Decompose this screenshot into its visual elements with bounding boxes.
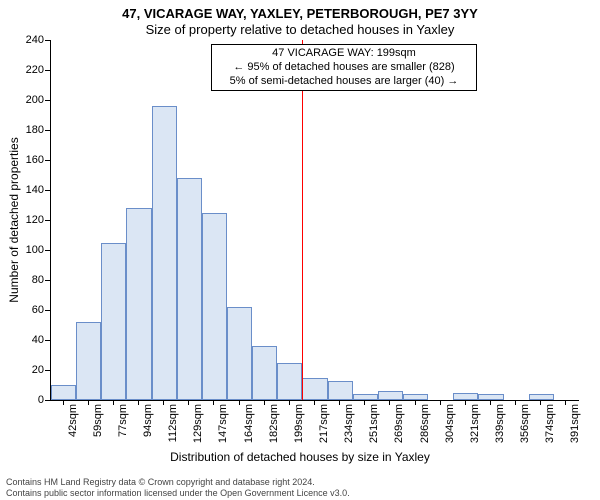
histogram-bar — [227, 307, 252, 400]
x-tick-mark — [440, 400, 441, 405]
x-tick-label: 304sqm — [444, 404, 456, 454]
y-tick-label: 60 — [0, 304, 44, 316]
x-tick-mark — [163, 400, 164, 405]
x-tick-mark — [138, 400, 139, 405]
x-tick-mark — [364, 400, 365, 405]
histogram-bar — [277, 363, 302, 401]
y-tick-label: 140 — [0, 184, 44, 196]
histogram-bar — [302, 378, 327, 401]
x-tick-label: 164sqm — [243, 404, 255, 454]
x-tick-mark — [415, 400, 416, 405]
x-tick-label: 339sqm — [494, 404, 506, 454]
y-tick-mark — [45, 340, 50, 341]
x-tick-label: 112sqm — [167, 404, 179, 454]
y-tick-label: 120 — [0, 214, 44, 226]
x-tick-label: 59sqm — [92, 404, 104, 454]
y-tick-label: 160 — [0, 154, 44, 166]
x-tick-label: 199sqm — [293, 404, 305, 454]
histogram-bar — [126, 208, 151, 400]
histogram-bar — [76, 322, 101, 400]
x-tick-label: 269sqm — [393, 404, 405, 454]
reference-line — [302, 40, 303, 400]
x-tick-mark — [339, 400, 340, 405]
annotation-line: 5% of semi-detached houses are larger (4… — [216, 75, 472, 89]
y-tick-mark — [45, 400, 50, 401]
histogram-bar — [378, 391, 403, 400]
histogram-bar — [152, 106, 177, 400]
y-tick-mark — [45, 160, 50, 161]
y-tick-mark — [45, 190, 50, 191]
y-tick-mark — [45, 370, 50, 371]
footer-line-2: Contains public sector information licen… — [6, 488, 350, 498]
x-tick-mark — [314, 400, 315, 405]
x-tick-mark — [465, 400, 466, 405]
y-tick-label: 220 — [0, 64, 44, 76]
y-tick-mark — [45, 280, 50, 281]
y-tick-label: 100 — [0, 244, 44, 256]
histogram-bar — [252, 346, 277, 400]
annotation-line: 47 VICARAGE WAY: 199sqm — [216, 47, 472, 61]
x-tick-mark — [264, 400, 265, 405]
x-tick-label: 234sqm — [343, 404, 355, 454]
histogram-bar — [177, 178, 202, 400]
plot-area: 47 VICARAGE WAY: 199sqm← 95% of detached… — [50, 40, 579, 401]
x-tick-label: 42sqm — [67, 404, 79, 454]
x-tick-mark — [389, 400, 390, 405]
chart-container: 47, VICARAGE WAY, YAXLEY, PETERBOROUGH, … — [0, 0, 600, 500]
histogram-bar — [453, 393, 478, 401]
x-tick-mark — [565, 400, 566, 405]
x-tick-label: 321sqm — [469, 404, 481, 454]
histogram-bar — [328, 381, 353, 401]
x-tick-label: 356sqm — [519, 404, 531, 454]
y-tick-label: 80 — [0, 274, 44, 286]
y-tick-mark — [45, 310, 50, 311]
y-tick-mark — [45, 40, 50, 41]
y-tick-mark — [45, 70, 50, 71]
footer-line-1: Contains HM Land Registry data © Crown c… — [6, 477, 350, 487]
y-tick-label: 180 — [0, 124, 44, 136]
histogram-bar — [403, 394, 428, 400]
y-tick-mark — [45, 220, 50, 221]
x-tick-mark — [63, 400, 64, 405]
x-tick-label: 251sqm — [368, 404, 380, 454]
y-tick-label: 40 — [0, 334, 44, 346]
annotation-line: ← 95% of detached houses are smaller (82… — [216, 61, 472, 75]
x-tick-label: 217sqm — [318, 404, 330, 454]
x-tick-mark — [113, 400, 114, 405]
x-tick-mark — [213, 400, 214, 405]
x-tick-label: 286sqm — [419, 404, 431, 454]
x-tick-label: 182sqm — [268, 404, 280, 454]
y-tick-mark — [45, 100, 50, 101]
x-tick-label: 374sqm — [544, 404, 556, 454]
y-tick-label: 200 — [0, 94, 44, 106]
y-tick-mark — [45, 130, 50, 131]
x-tick-mark — [239, 400, 240, 405]
x-tick-mark — [88, 400, 89, 405]
y-tick-label: 20 — [0, 364, 44, 376]
histogram-bar — [101, 243, 126, 401]
x-tick-mark — [540, 400, 541, 405]
x-tick-label: 147sqm — [217, 404, 229, 454]
histogram-bar — [51, 385, 76, 400]
x-tick-label: 129sqm — [192, 404, 204, 454]
footer: Contains HM Land Registry data © Crown c… — [6, 477, 350, 498]
x-tick-label: 94sqm — [142, 404, 154, 454]
chart-subtitle: Size of property relative to detached ho… — [0, 22, 600, 37]
y-tick-label: 240 — [0, 34, 44, 46]
x-tick-mark — [289, 400, 290, 405]
x-tick-label: 391sqm — [569, 404, 581, 454]
histogram-bar — [202, 213, 227, 401]
chart-title: 47, VICARAGE WAY, YAXLEY, PETERBOROUGH, … — [0, 6, 600, 21]
y-tick-label: 0 — [0, 394, 44, 406]
x-tick-mark — [515, 400, 516, 405]
y-tick-mark — [45, 250, 50, 251]
annotation-box: 47 VICARAGE WAY: 199sqm← 95% of detached… — [211, 44, 477, 91]
x-tick-label: 77sqm — [117, 404, 129, 454]
x-tick-mark — [490, 400, 491, 405]
x-tick-mark — [188, 400, 189, 405]
x-axis-label: Distribution of detached houses by size … — [0, 450, 600, 464]
